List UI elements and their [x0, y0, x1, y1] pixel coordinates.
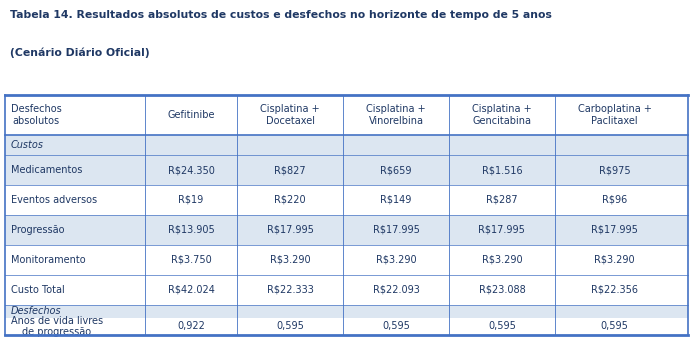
Text: Desfechos
absolutos: Desfechos absolutos [10, 104, 61, 126]
Bar [5, 318, 688, 335]
Text: Desfechos: Desfechos [10, 307, 61, 317]
Text: R$22.093: R$22.093 [373, 285, 419, 295]
Text: Anos de vida livres
de progressão: Anos de vida livres de progressão [10, 316, 103, 337]
Text: Progressão: Progressão [10, 225, 64, 235]
Bar [5, 215, 688, 245]
Bar [5, 185, 688, 215]
Text: 0,595: 0,595 [601, 321, 629, 331]
Text: R$3.750: R$3.750 [170, 255, 211, 265]
Text: 0,595: 0,595 [488, 321, 516, 331]
Text: 0,922: 0,922 [177, 321, 205, 331]
Bar [5, 95, 688, 135]
Text: Eventos adversos: Eventos adversos [10, 195, 96, 205]
Bar [5, 135, 688, 155]
Text: Custo Total: Custo Total [10, 285, 64, 295]
Text: Cisplatina +
Vinorelbina: Cisplatina + Vinorelbina [366, 104, 426, 126]
Text: R$17.995: R$17.995 [478, 225, 525, 235]
Text: 0,595: 0,595 [382, 321, 410, 331]
Bar [5, 245, 688, 275]
Text: R$149: R$149 [380, 195, 412, 205]
Text: R$17.995: R$17.995 [591, 225, 638, 235]
Text: R$3.290: R$3.290 [595, 255, 635, 265]
Text: Cisplatina +
Gencitabina: Cisplatina + Gencitabina [472, 104, 532, 126]
Text: Custos: Custos [10, 140, 44, 150]
Text: 0,595: 0,595 [277, 321, 304, 331]
Text: Tabela 14. Resultados absolutos de custos e desfechos no horizonte de tempo de 5: Tabela 14. Resultados absolutos de custo… [10, 10, 552, 20]
Text: R$3.290: R$3.290 [270, 255, 310, 265]
Text: R$1.516: R$1.516 [482, 165, 523, 175]
Text: R$17.995: R$17.995 [373, 225, 419, 235]
Text: Monitoramento: Monitoramento [10, 255, 85, 265]
Text: R$13.905: R$13.905 [168, 225, 215, 235]
Text: (Cenário Diário Oficial): (Cenário Diário Oficial) [10, 48, 150, 59]
Text: Gefitinibe: Gefitinibe [168, 110, 215, 120]
Text: Cisplatina +
Docetaxel: Cisplatina + Docetaxel [261, 104, 320, 126]
Text: R$827: R$827 [274, 165, 306, 175]
Text: R$17.995: R$17.995 [267, 225, 314, 235]
Text: R$975: R$975 [599, 165, 631, 175]
Text: R$220: R$220 [274, 195, 306, 205]
Text: R$23.088: R$23.088 [478, 285, 525, 295]
Text: R$22.356: R$22.356 [591, 285, 638, 295]
Text: R$659: R$659 [380, 165, 412, 175]
Text: R$22.333: R$22.333 [267, 285, 314, 295]
Text: Carboplatina +
Paclitaxel: Carboplatina + Paclitaxel [578, 104, 651, 126]
Text: R$96: R$96 [602, 195, 627, 205]
Text: R$3.290: R$3.290 [376, 255, 416, 265]
Text: R$287: R$287 [486, 195, 518, 205]
Text: R$42.024: R$42.024 [168, 285, 215, 295]
Bar [5, 275, 688, 305]
Bar [5, 305, 688, 318]
Text: Medicamentos: Medicamentos [10, 165, 82, 175]
Text: R$3.290: R$3.290 [482, 255, 523, 265]
Text: R$19: R$19 [179, 195, 204, 205]
Bar [5, 155, 688, 185]
Text: R$24.350: R$24.350 [168, 165, 215, 175]
